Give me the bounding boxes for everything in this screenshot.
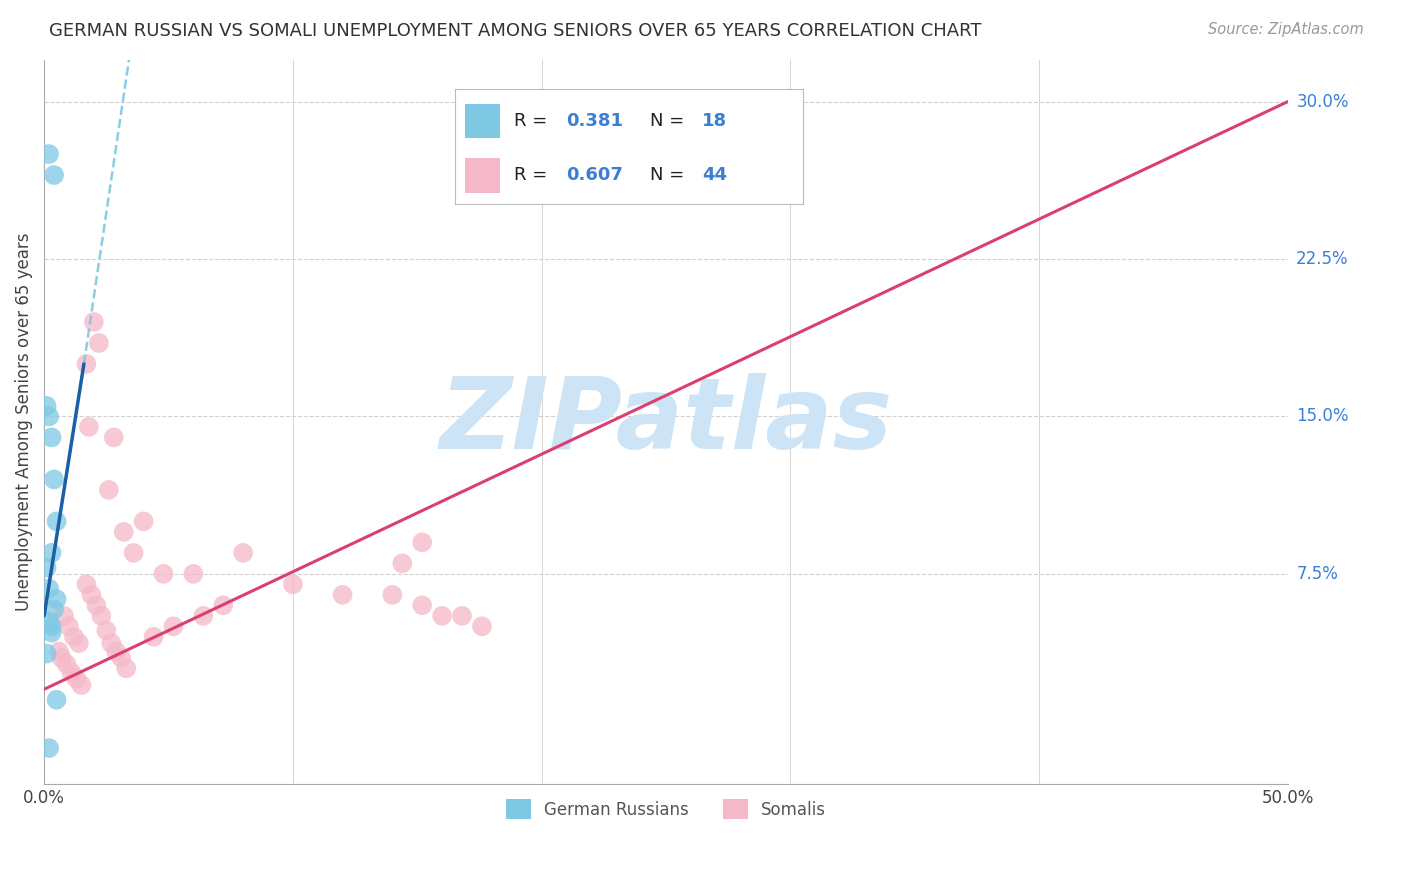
Point xyxy=(58,619,80,633)
Point xyxy=(112,524,135,539)
Point xyxy=(75,577,97,591)
Point xyxy=(63,630,86,644)
Point xyxy=(152,566,174,581)
Point xyxy=(65,672,87,686)
Point xyxy=(41,546,63,560)
Point xyxy=(100,636,122,650)
Point xyxy=(212,599,235,613)
Point xyxy=(83,315,105,329)
Point xyxy=(281,577,304,591)
Point xyxy=(381,588,404,602)
Text: GERMAN RUSSIAN VS SOMALI UNEMPLOYMENT AMONG SENIORS OVER 65 YEARS CORRELATION CH: GERMAN RUSSIAN VS SOMALI UNEMPLOYMENT AM… xyxy=(49,22,981,40)
Text: ZIPatlas: ZIPatlas xyxy=(440,373,893,470)
Point xyxy=(142,630,165,644)
Point xyxy=(96,624,118,638)
Point xyxy=(45,514,67,528)
Point xyxy=(42,602,65,616)
Point xyxy=(41,625,63,640)
Point xyxy=(77,420,100,434)
Point xyxy=(67,636,90,650)
Point xyxy=(41,619,63,633)
Point xyxy=(45,592,67,607)
Point xyxy=(70,678,93,692)
Point xyxy=(430,608,453,623)
Point xyxy=(42,472,65,486)
Point xyxy=(162,619,184,633)
Point xyxy=(38,741,60,756)
Point xyxy=(86,599,108,613)
Point xyxy=(411,535,433,549)
Point xyxy=(391,557,413,571)
Point xyxy=(80,588,103,602)
Text: 22.5%: 22.5% xyxy=(1296,250,1348,268)
Point xyxy=(75,357,97,371)
Point xyxy=(90,608,112,623)
Point xyxy=(38,147,60,161)
Point xyxy=(451,608,474,623)
Text: 15.0%: 15.0% xyxy=(1296,408,1348,425)
Point xyxy=(115,661,138,675)
Point xyxy=(38,409,60,424)
Point xyxy=(103,430,125,444)
Point xyxy=(122,546,145,560)
Point xyxy=(87,335,110,350)
Point xyxy=(193,608,215,623)
Point xyxy=(38,615,60,629)
Point xyxy=(35,399,58,413)
Point xyxy=(332,588,354,602)
Text: 7.5%: 7.5% xyxy=(1296,565,1339,582)
Point xyxy=(60,665,83,680)
Point xyxy=(45,693,67,707)
Legend: German Russians, Somalis: German Russians, Somalis xyxy=(499,792,832,826)
Text: 30.0%: 30.0% xyxy=(1296,93,1348,111)
Point xyxy=(35,647,58,661)
Point xyxy=(38,582,60,596)
Point xyxy=(183,566,205,581)
Point xyxy=(48,644,70,658)
Point xyxy=(132,514,155,528)
Point xyxy=(105,644,128,658)
Point xyxy=(97,483,120,497)
Text: Source: ZipAtlas.com: Source: ZipAtlas.com xyxy=(1208,22,1364,37)
Point xyxy=(110,650,132,665)
Point xyxy=(35,560,58,574)
Point xyxy=(55,657,77,672)
Point xyxy=(411,599,433,613)
Point xyxy=(41,430,63,444)
Point xyxy=(51,650,73,665)
Point xyxy=(232,546,254,560)
Y-axis label: Unemployment Among Seniors over 65 years: Unemployment Among Seniors over 65 years xyxy=(15,233,32,611)
Point xyxy=(42,168,65,182)
Point xyxy=(471,619,494,633)
Point xyxy=(53,608,76,623)
